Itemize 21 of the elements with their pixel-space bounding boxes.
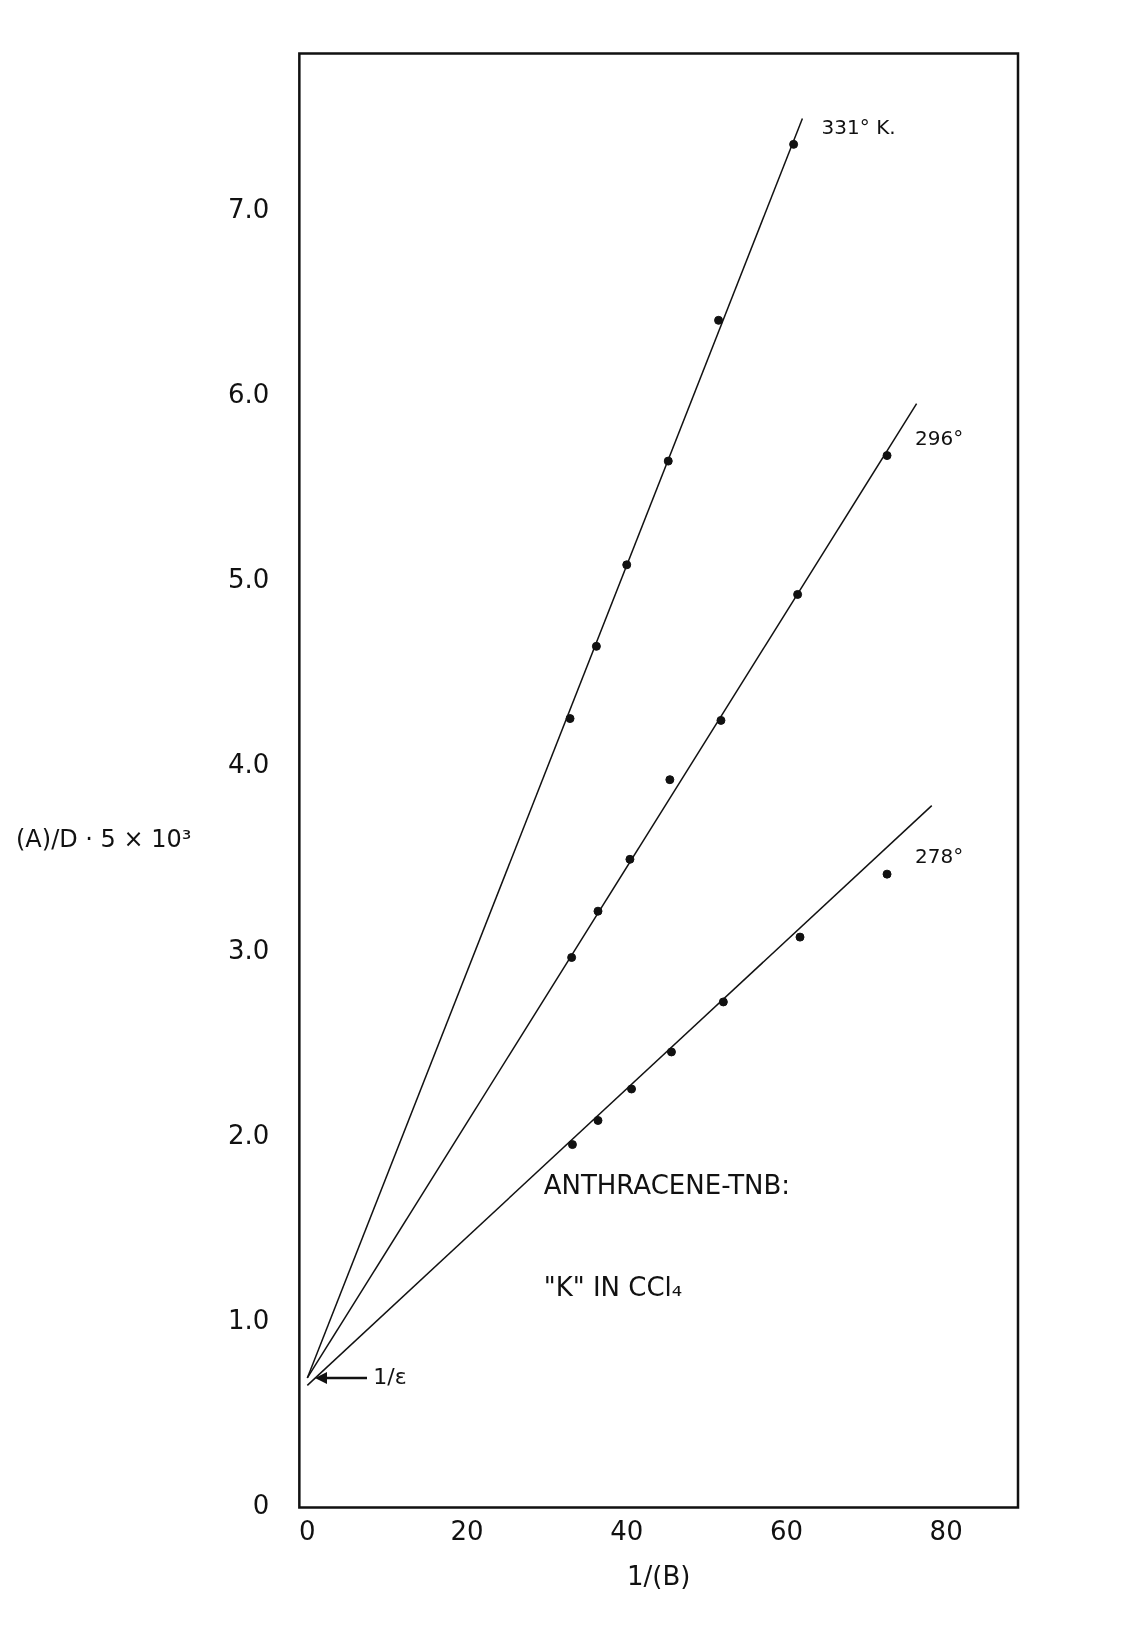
x-tick-label: 0 xyxy=(299,1515,316,1546)
y-tick-label: 1.0 xyxy=(227,1305,270,1336)
x-tick-label: 40 xyxy=(610,1515,644,1546)
x-tick-label: 60 xyxy=(769,1515,803,1546)
series-label: 331° K. xyxy=(821,114,896,139)
annotation: 1/ε xyxy=(373,1363,407,1389)
x-tick-label: 80 xyxy=(929,1515,963,1546)
y-tick-label: 6.0 xyxy=(227,379,270,410)
annotation: ANTHRACENE-TNB: xyxy=(543,1170,791,1201)
y-tick-label: 0 xyxy=(252,1490,270,1521)
series-label: 296° xyxy=(915,425,964,450)
y-tick-label: 3.0 xyxy=(227,934,270,965)
series-label: 278° xyxy=(915,844,964,869)
y-tick-label: 7.0 xyxy=(227,193,270,224)
y-tick-label: 4.0 xyxy=(227,749,270,780)
annotation: "K" IN CCl₄ xyxy=(543,1272,683,1303)
y-tick-label: 2.0 xyxy=(227,1119,270,1150)
x-axis-title: 1/(B) xyxy=(626,1561,691,1592)
x-tick-label: 20 xyxy=(450,1515,484,1546)
y-tick-label: 5.0 xyxy=(227,564,270,595)
y-axis-title: (A)/D · 5 × 10³ xyxy=(16,824,192,853)
